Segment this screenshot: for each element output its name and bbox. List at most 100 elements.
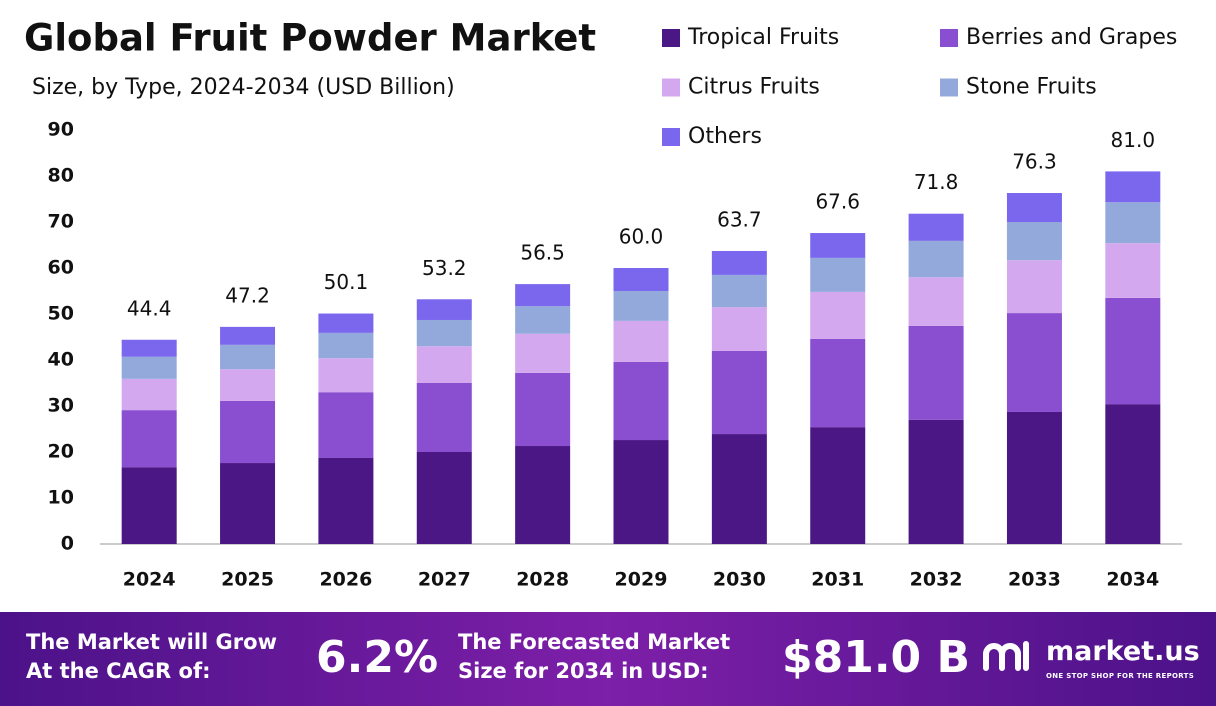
total-label: 81.0 [1111, 128, 1156, 152]
bar-segment [318, 392, 374, 458]
total-label: 47.2 [225, 283, 270, 307]
chart-subtitle: Size, by Type, 2024-2034 (USD Billion) [32, 75, 455, 100]
bar-segment [220, 400, 276, 464]
bar-segment [416, 319, 472, 347]
total-label: 44.4 [127, 296, 172, 320]
bar-segment [1105, 243, 1161, 298]
bar-segment [908, 419, 964, 544]
bar-segment [1105, 171, 1161, 203]
cagr-text: The Market will Grow At the CAGR of: [26, 628, 277, 686]
cagr-value: 6.2% [316, 632, 439, 683]
bar-segment [711, 250, 767, 275]
y-tick-label: 60 [48, 257, 74, 279]
bar-segment [515, 306, 571, 334]
bar-segment [220, 463, 276, 544]
bar-segment [515, 446, 571, 544]
total-label: 60.0 [619, 225, 664, 249]
total-label: 76.3 [1012, 150, 1057, 174]
bar-segment [121, 356, 177, 379]
bar-segment [416, 383, 472, 452]
bar-segment [1006, 260, 1062, 314]
legend-label: Tropical Fruits [687, 25, 839, 50]
bar-segment [318, 457, 374, 544]
bar-segment [121, 339, 177, 357]
legend-swatch [662, 128, 680, 146]
x-tick-label: 2033 [1008, 569, 1061, 591]
bar-segment [613, 291, 669, 321]
bar-segment [810, 427, 866, 544]
legend-label: Others [688, 124, 762, 149]
y-tick-label: 90 [48, 119, 74, 141]
bar-segment [121, 410, 177, 468]
bar-segment [810, 291, 866, 339]
legend-label: Berries and Grapes [966, 25, 1177, 50]
legend-swatch [662, 78, 680, 97]
y-tick-label: 40 [48, 349, 74, 371]
bar-segment [908, 240, 964, 278]
total-label: 50.1 [324, 270, 369, 294]
total-label: 53.2 [422, 256, 467, 280]
y-tick-label: 10 [48, 487, 74, 509]
bar-segment [1006, 222, 1062, 261]
bar-segment [908, 325, 964, 420]
bar-segment [711, 274, 767, 308]
bar-segment [908, 213, 964, 241]
bar-segment [220, 369, 276, 401]
total-label: 56.5 [520, 241, 565, 265]
cagr-line: At the CAGR of: [26, 659, 211, 683]
bar-segment [318, 358, 374, 393]
bar-segment [1006, 411, 1062, 544]
forecast-text: The Forecasted Market Size for 2034 in U… [458, 628, 730, 686]
legend-swatch [940, 78, 958, 97]
bar-segment [711, 434, 767, 544]
bar-segment [416, 452, 472, 544]
y-tick-label: 50 [48, 303, 74, 325]
bar-segment [711, 350, 767, 435]
x-tick-label: 2031 [811, 569, 864, 591]
forecast-line: Size for 2034 in USD: [458, 659, 709, 683]
x-tick-label: 2034 [1106, 569, 1159, 591]
tagline: ONE STOP SHOP FOR THE REPORTS [1046, 672, 1195, 680]
x-tick-label: 2025 [221, 569, 274, 591]
bar-segment [515, 284, 571, 307]
bar-segment [416, 346, 472, 383]
bar-segment [711, 307, 767, 351]
bar-segment [515, 333, 571, 373]
y-tick-label: 70 [48, 211, 74, 233]
total-label: 63.7 [717, 207, 762, 231]
y-tick-label: 30 [48, 395, 74, 417]
bar-segment [1105, 297, 1161, 405]
y-tick-label: 0 [61, 533, 74, 555]
bar-segment [220, 344, 276, 370]
legend-label: Stone Fruits [966, 75, 1097, 100]
total-label: 71.8 [914, 170, 959, 194]
legend-swatch [662, 29, 680, 47]
legend-swatch [940, 29, 958, 47]
bar-segment [1006, 193, 1062, 222]
bar-segment [1105, 404, 1161, 544]
bar-segment [613, 440, 669, 544]
bar-segment [121, 467, 177, 544]
x-tick-label: 2030 [713, 569, 766, 591]
x-tick-label: 2024 [123, 569, 176, 591]
bar-segment [318, 313, 374, 333]
chart-title: Global Fruit Powder Market [24, 17, 596, 60]
x-tick-label: 2032 [910, 569, 963, 591]
bar-segment [1006, 313, 1062, 412]
bar-segment [220, 326, 276, 345]
bar-segment [613, 320, 669, 362]
x-tick-label: 2026 [319, 569, 372, 591]
brand: market.us [1046, 636, 1200, 667]
bar-segment [318, 332, 374, 359]
footer: The Market will Grow At the CAGR of: 6.2… [0, 612, 1216, 706]
y-tick-label: 80 [48, 165, 74, 187]
legend-label: Citrus Fruits [688, 75, 820, 100]
brand-icon [983, 641, 1029, 671]
cagr-line: The Market will Grow [26, 630, 277, 654]
forecast-value: $81.0 B [782, 632, 971, 683]
bar-segment [121, 378, 177, 411]
bar-segment [810, 233, 866, 258]
bar-segment [908, 277, 964, 326]
total-label: 67.6 [815, 190, 860, 214]
